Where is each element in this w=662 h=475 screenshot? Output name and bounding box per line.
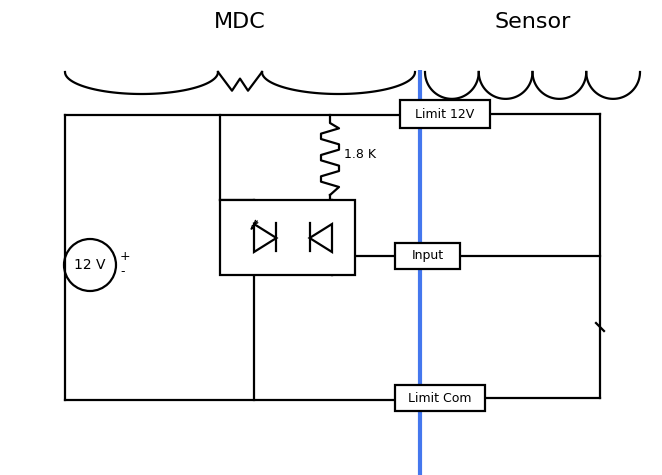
Text: Limit 12V: Limit 12V [415,107,475,121]
Bar [220,200,355,275]
Bar [395,243,460,269]
Text: 1.8 K: 1.8 K [344,149,376,162]
Text: -: - [120,266,124,278]
Bar [395,385,485,411]
Text: Sensor: Sensor [495,12,571,32]
Text: +: + [120,249,130,263]
Polygon shape [310,224,332,252]
Text: Input: Input [412,249,444,263]
Text: MDC: MDC [214,12,266,32]
Text: Limit Com: Limit Com [408,391,472,405]
Bar [400,100,490,128]
Text: 12 V: 12 V [74,258,106,272]
Polygon shape [254,224,277,252]
